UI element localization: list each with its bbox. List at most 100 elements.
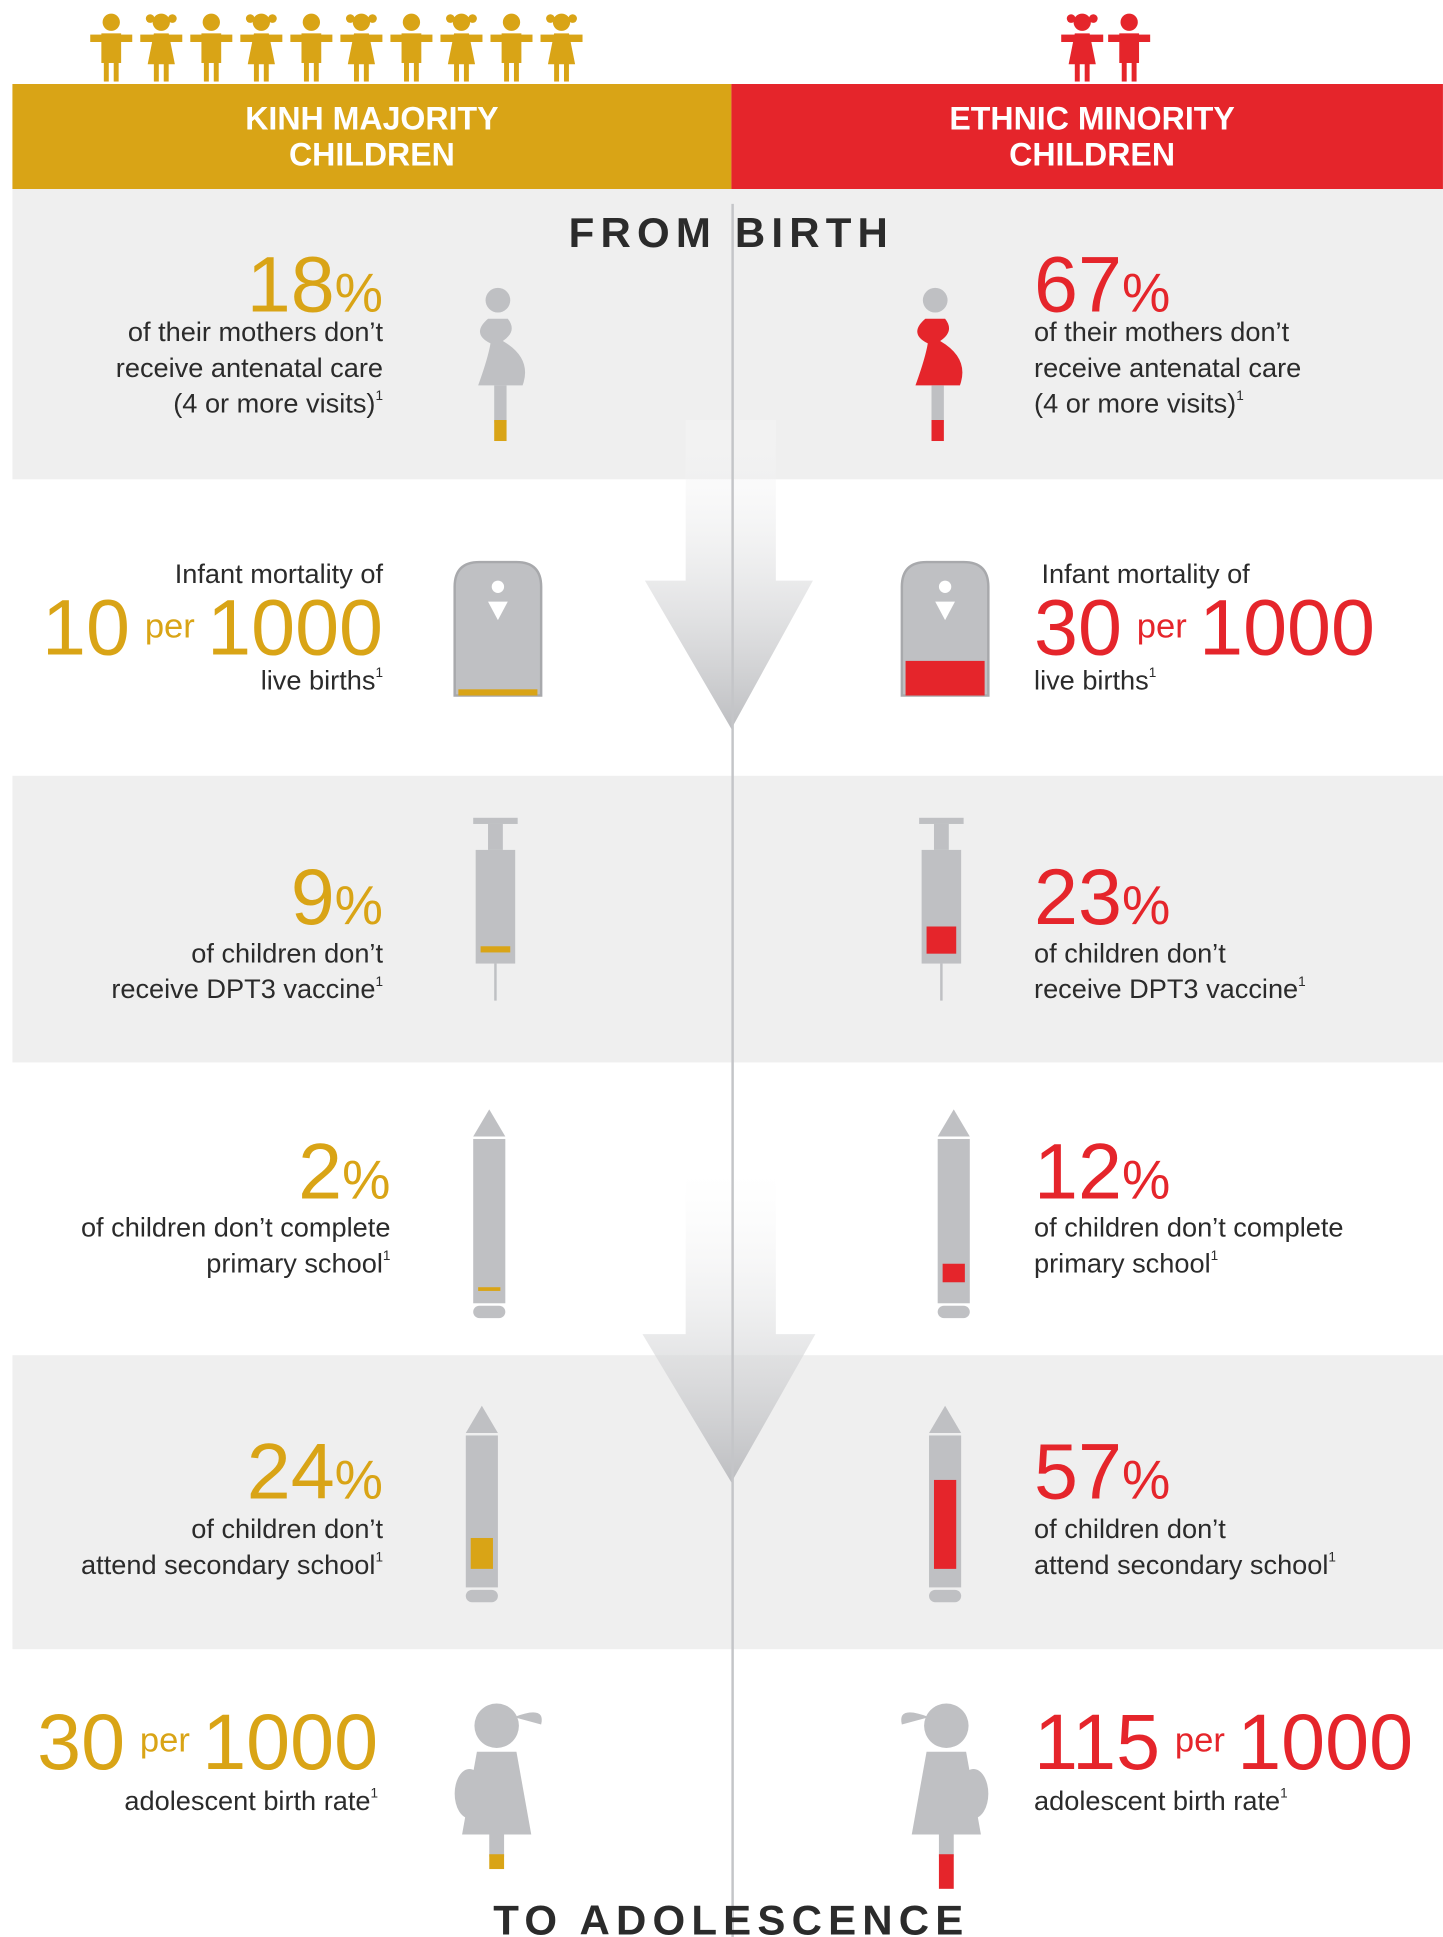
figure: 67% [1034,239,1170,328]
children-icons [90,13,1151,82]
figure-number: 30 [37,1697,125,1786]
description-line: of their mothers don’t [1034,316,1290,347]
leg [413,61,419,82]
shaft [473,1138,506,1304]
dress [547,33,576,65]
pigtail [345,14,355,23]
footnote: 1 [1328,1549,1336,1564]
figure: 24% [247,1426,383,1515]
dress [347,33,375,65]
pigtail [446,14,455,23]
tip [473,1109,506,1137]
figure-unit: % [335,262,383,323]
pencil-icon [937,1109,970,1319]
leg [213,61,219,82]
top-label: FROM BIRTH [569,209,894,256]
leg [563,61,569,82]
body [101,33,122,64]
description-line: (4 or more visits)1 [173,388,383,419]
line-text: of children don’t complete [1034,1212,1343,1243]
pigtail [168,14,177,23]
lead-text: Infant mortality of [1041,558,1250,589]
header-left-bar [12,84,732,190]
head [102,13,120,31]
line-text: primary school [1034,1247,1211,1278]
syringe-icon [473,817,518,1001]
girl-icon [454,1703,542,1870]
line-text: (4 or more visits) [1034,388,1236,419]
leg [1131,61,1137,82]
tip [937,1109,970,1137]
line-text: live births [261,664,376,695]
arrow [642,1173,816,1483]
figure-per: per [1175,1722,1225,1760]
line-text: receive DPT3 vaccine [1034,973,1298,1004]
body [1119,33,1140,64]
description-line: primary school1 [1034,1247,1218,1278]
rod [933,823,949,850]
footnote: 1 [375,665,383,680]
description-line: primary school1 [206,1247,390,1278]
description-line: live births1 [1034,664,1156,695]
description-line: adolescent birth rate1 [124,1785,378,1816]
stone-fill [458,689,538,696]
figure-number: 115 [1034,1697,1160,1786]
header-label: CHILDREN [289,137,455,173]
belly [454,1768,485,1819]
head [402,13,421,31]
figure-number: 57 [1034,1426,1122,1515]
footnote: 1 [375,1549,383,1564]
rod [488,823,503,850]
leg [1074,61,1080,82]
ponytail [901,1712,930,1725]
pencil-icon [473,1109,506,1319]
description-line: of children don’t [1034,937,1226,968]
leg [513,61,519,82]
boy-icon [90,13,133,82]
line-text: attend secondary school [81,1549,375,1580]
description-line: receive antenatal care [116,352,383,383]
footnote: 1 [375,388,383,403]
head [202,13,220,31]
footnote: 1 [1236,388,1244,403]
line-text: live births [1034,664,1149,695]
stone [453,560,543,697]
row-icons [453,287,990,1889]
baby-body [935,601,955,621]
leg [353,61,359,82]
line-text: receive antenatal care [116,352,383,383]
description-line: live births1 [261,664,383,695]
leg [253,61,259,82]
leg [303,61,309,82]
boy-icon [1108,13,1151,82]
body [201,33,222,64]
figure-number: 9 [291,852,335,941]
ponytail [513,1712,542,1725]
background-bands [12,189,1443,1650]
description-line: of children don’t [1034,1513,1226,1544]
figure: 30 per 1000 [37,1697,378,1786]
head [1073,13,1091,31]
description-line: attend secondary school1 [81,1549,383,1580]
footnote: 1 [1149,665,1157,680]
leg [263,61,269,82]
dress [1068,33,1096,65]
line-text: of their mothers don’t [128,316,384,347]
shaft-fill [470,1537,493,1569]
leg [313,61,319,82]
plunger [473,817,518,824]
figure-number: 23 [1034,852,1122,941]
tip [929,1405,962,1433]
girl-icon [140,13,183,82]
head [924,1703,969,1748]
header-label: CHILDREN [1009,137,1175,173]
shaft-fill [942,1263,965,1283]
pencil-icon [929,1405,962,1603]
pigtail [468,14,477,23]
header-right-bar [731,84,1443,190]
body [401,33,422,64]
leg-fill [931,420,944,442]
footnote: 1 [383,1248,391,1263]
barrel-fill [926,926,957,954]
